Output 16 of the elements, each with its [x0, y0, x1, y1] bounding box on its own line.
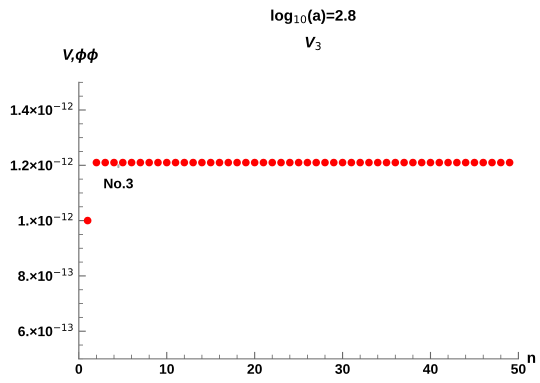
x-tick-label: 30	[335, 364, 350, 374]
y-axis-title: V,ϕϕ	[63, 48, 98, 63]
y-tick-label: 6.×10$^{−13}$	[18, 324, 73, 336]
x-tick-label: 20	[247, 364, 262, 374]
y-tick-label: 1.×10$^{−12}$	[18, 213, 73, 226]
x-tick-label: 40	[422, 364, 438, 374]
y-tick-label: 8.×10$^{−13}$	[18, 268, 73, 281]
chart-subtitle: V$_{3}$	[306, 36, 321, 50]
x-tick-label: 10	[160, 364, 174, 374]
x-tick-label: 50	[511, 364, 526, 374]
annotation: No.3	[104, 178, 133, 188]
x-axis-title: n	[528, 354, 536, 363]
x-tick-label: 0	[76, 364, 82, 374]
y-tick-label: 1.2×10$^{−12}$	[10, 158, 72, 170]
y-tick-label: 1.4×10$^{−12}$	[10, 102, 72, 116]
chart-title: log$_{10}$(a)=2.8	[271, 10, 356, 24]
